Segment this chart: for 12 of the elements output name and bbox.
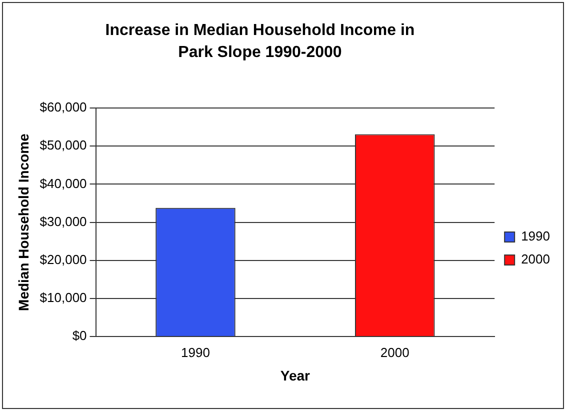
x-axis-title: Year	[280, 367, 311, 384]
y-tick-label: $10,000	[40, 290, 87, 306]
y-tick-label: $0	[72, 328, 87, 344]
y-tick-label: $30,000	[40, 214, 87, 229]
legend-label: 1990	[521, 228, 550, 244]
legend-label: 2000	[521, 252, 550, 267]
y-tick-label: $40,000	[40, 176, 87, 191]
chart-title: Increase in Median Household Income in Park Slope 1990-2000	[104, 21, 416, 63]
y-tick-label: $20,000	[40, 252, 87, 267]
y-tick-label: $50,000	[40, 138, 87, 153]
y-axis-title: Median Household Income	[15, 133, 32, 311]
y-tick-label: $60,000	[40, 100, 87, 115]
